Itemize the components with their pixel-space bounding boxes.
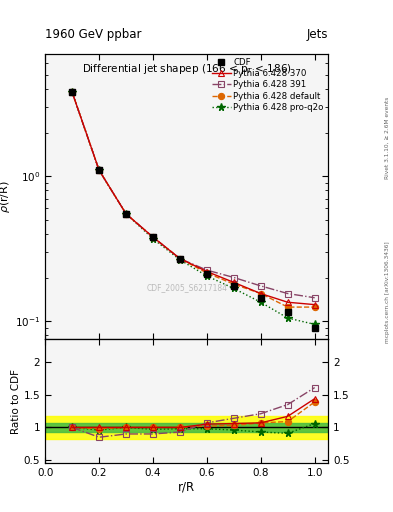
Pythia 6.428 default bbox=[97, 167, 101, 173]
Pythia 6.428 pro-q2o bbox=[70, 89, 75, 95]
Pythia 6.428 pro-q2o bbox=[204, 273, 209, 279]
CDF bbox=[231, 283, 236, 289]
CDF bbox=[151, 234, 155, 240]
Pythia 6.428 370 bbox=[97, 167, 101, 173]
Pythia 6.428 370 bbox=[231, 280, 236, 286]
Pythia 6.428 default bbox=[70, 89, 75, 95]
Legend: CDF, Pythia 6.428 370, Pythia 6.428 391, Pythia 6.428 default, Pythia 6.428 pro-: CDF, Pythia 6.428 370, Pythia 6.428 391,… bbox=[210, 56, 325, 113]
Pythia 6.428 391 bbox=[70, 89, 75, 95]
Pythia 6.428 pro-q2o bbox=[285, 315, 290, 321]
Pythia 6.428 pro-q2o bbox=[97, 167, 101, 173]
Text: Differential jet shapep (166 < p$_T$ < 186): Differential jet shapep (166 < p$_T$ < 1… bbox=[82, 62, 292, 76]
X-axis label: r/R: r/R bbox=[178, 481, 195, 494]
Line: CDF: CDF bbox=[69, 89, 318, 331]
Pythia 6.428 391 bbox=[312, 295, 317, 301]
Pythia 6.428 pro-q2o bbox=[312, 322, 317, 328]
Pythia 6.428 370 bbox=[312, 302, 317, 308]
CDF bbox=[204, 271, 209, 278]
Pythia 6.428 391 bbox=[285, 290, 290, 296]
Pythia 6.428 391 bbox=[97, 167, 101, 173]
Pythia 6.428 pro-q2o bbox=[259, 299, 263, 305]
Pythia 6.428 370 bbox=[178, 255, 182, 262]
Pythia 6.428 391 bbox=[204, 267, 209, 273]
Pythia 6.428 pro-q2o bbox=[151, 236, 155, 242]
Text: mcplots.cern.ch [arXiv:1306.3436]: mcplots.cern.ch [arXiv:1306.3436] bbox=[385, 241, 389, 343]
Pythia 6.428 391 bbox=[151, 234, 155, 240]
Pythia 6.428 default bbox=[259, 290, 263, 296]
Pythia 6.428 391 bbox=[124, 211, 129, 217]
Y-axis label: Ratio to CDF: Ratio to CDF bbox=[11, 369, 21, 434]
CDF bbox=[97, 167, 101, 173]
CDF bbox=[124, 211, 129, 217]
Pythia 6.428 370 bbox=[285, 299, 290, 305]
Line: Pythia 6.428 391: Pythia 6.428 391 bbox=[69, 89, 318, 301]
CDF bbox=[70, 89, 75, 95]
Pythia 6.428 default bbox=[178, 255, 182, 262]
Text: Jets: Jets bbox=[307, 28, 328, 41]
CDF bbox=[178, 255, 182, 262]
Pythia 6.428 370 bbox=[204, 268, 209, 274]
Pythia 6.428 391 bbox=[259, 283, 263, 289]
Pythia 6.428 391 bbox=[231, 274, 236, 281]
Pythia 6.428 370 bbox=[151, 234, 155, 240]
Pythia 6.428 pro-q2o bbox=[178, 257, 182, 263]
Text: CDF_2005_S6217184: CDF_2005_S6217184 bbox=[146, 283, 227, 292]
Pythia 6.428 370 bbox=[259, 290, 263, 296]
CDF bbox=[259, 295, 263, 301]
Y-axis label: $\rho$(r/R): $\rho$(r/R) bbox=[0, 180, 12, 213]
Pythia 6.428 pro-q2o bbox=[231, 285, 236, 291]
Pythia 6.428 default bbox=[285, 304, 290, 310]
Text: 1960 GeV ppbar: 1960 GeV ppbar bbox=[45, 28, 142, 41]
Pythia 6.428 default bbox=[204, 270, 209, 276]
CDF bbox=[312, 325, 317, 331]
Pythia 6.428 default bbox=[312, 304, 317, 310]
Line: Pythia 6.428 pro-q2o: Pythia 6.428 pro-q2o bbox=[68, 89, 318, 328]
Pythia 6.428 370 bbox=[124, 211, 129, 217]
Line: Pythia 6.428 default: Pythia 6.428 default bbox=[69, 89, 318, 310]
Pythia 6.428 pro-q2o bbox=[124, 211, 129, 217]
Pythia 6.428 default bbox=[231, 281, 236, 287]
Pythia 6.428 default bbox=[124, 211, 129, 217]
Pythia 6.428 default bbox=[151, 234, 155, 240]
Pythia 6.428 370 bbox=[70, 89, 75, 95]
Pythia 6.428 391 bbox=[178, 255, 182, 262]
Text: Rivet 3.1.10, ≥ 2.6M events: Rivet 3.1.10, ≥ 2.6M events bbox=[385, 97, 389, 179]
CDF bbox=[285, 309, 290, 315]
Line: Pythia 6.428 370: Pythia 6.428 370 bbox=[69, 89, 318, 308]
